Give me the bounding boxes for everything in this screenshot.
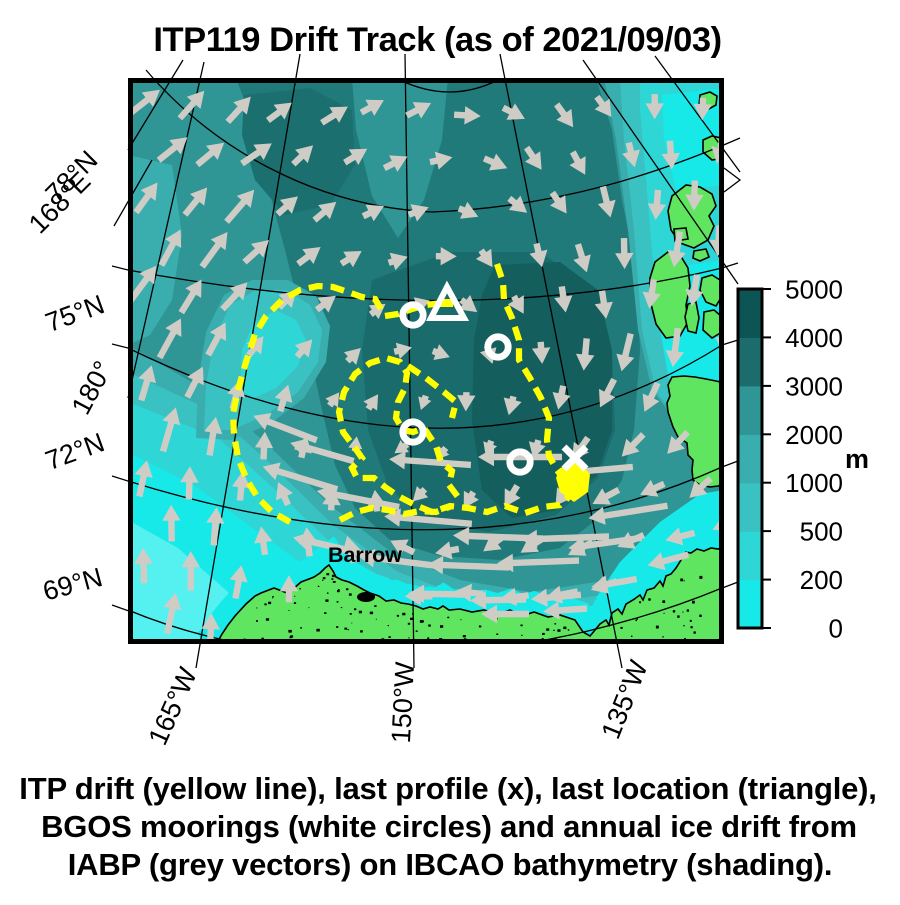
- svg-text:2000: 2000: [785, 420, 843, 450]
- svg-text:200: 200: [800, 565, 843, 595]
- svg-text:4000: 4000: [785, 323, 843, 353]
- svg-text:ITP drift (yellow line), last: ITP drift (yellow line), last profile (x…: [19, 771, 876, 806]
- svg-text:5000: 5000: [785, 275, 843, 305]
- svg-text:m: m: [845, 444, 869, 474]
- svg-text:0: 0: [829, 614, 843, 644]
- svg-text:Barrow: Barrow: [328, 543, 402, 567]
- svg-text:1000: 1000: [785, 468, 843, 498]
- svg-text:ITP119 Drift Track (as of 2021: ITP119 Drift Track (as of 2021/09/03): [153, 21, 721, 59]
- svg-text:IABP (grey vectors) on IBCAO b: IABP (grey vectors) on IBCAO bathymetry …: [68, 847, 833, 882]
- svg-text:3000: 3000: [785, 371, 843, 401]
- svg-text:BGOS moorings (white circles): BGOS moorings (white circles) and annual…: [41, 809, 857, 844]
- svg-text:150°W: 150°W: [386, 661, 420, 744]
- svg-text:500: 500: [800, 517, 843, 547]
